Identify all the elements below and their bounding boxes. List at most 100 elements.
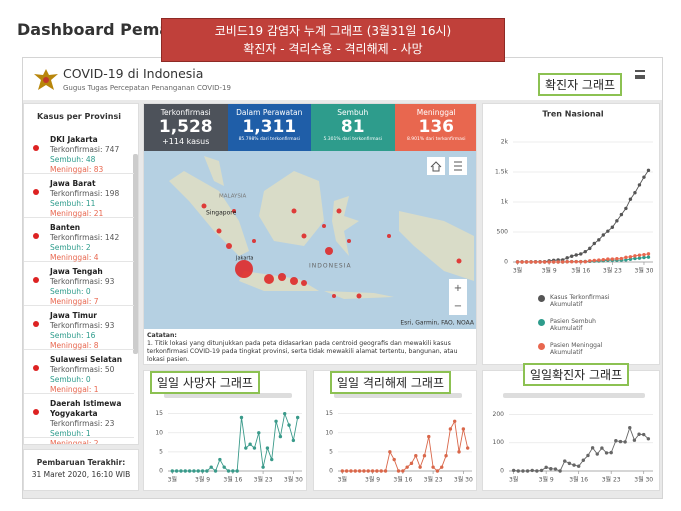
data-point — [606, 229, 610, 233]
legend-swatch — [538, 343, 545, 350]
stat-label: Sembuh — [337, 108, 369, 117]
data-point — [558, 469, 562, 473]
data-point — [628, 257, 633, 261]
province-recovered: Sembuh: 48 — [50, 155, 96, 164]
province-item: Jawa Barat Terkonfirmasi: 198 Sembuh: 11 Me… — [24, 175, 134, 218]
data-point — [632, 438, 637, 442]
province-deaths: Meninggal: 4 — [50, 253, 99, 262]
x-tick-label: 3월 — [513, 267, 522, 275]
stat-box: Dalam Perawatan 1,311 85.798% dari terkonf… — [227, 104, 311, 151]
data-point — [590, 446, 595, 450]
series-line — [513, 426, 649, 472]
range-slider — [334, 393, 462, 398]
stats-row: Terkonfirmasi 1,528 +114 kasus Dalam Perawa… — [144, 104, 476, 151]
stat-box: Terkonfirmasi 1,528 +114 kasus — [144, 104, 228, 151]
data-point — [431, 465, 435, 469]
app-subtitle: Gugus Tugas Percepatan Penanganan COVID-… — [63, 84, 231, 92]
data-point — [565, 260, 569, 264]
y-tick-label: 500 — [497, 229, 509, 236]
annotation: 일일확진자 그래프 — [523, 363, 630, 386]
data-point — [615, 219, 619, 223]
data-point — [563, 459, 567, 463]
x-tick-label: 3월 30 — [635, 267, 654, 275]
stat-note: 8.901% dari terkonfirmasi — [406, 137, 466, 142]
y-tick-label: 15 — [325, 410, 333, 417]
x-tick-label: 3월 — [509, 476, 518, 484]
data-point — [615, 257, 619, 261]
province-confirmed: Terkonfirmasi: 93 — [50, 277, 115, 286]
data-point — [556, 260, 560, 264]
province-dot — [33, 145, 39, 151]
trend-chart: Tren Nasional 0 500 1k 1.5k 2k 3월 3월 9 3월 16 3월 2… — [495, 110, 654, 275]
x-tick-label: 3월 23 — [603, 267, 622, 275]
province-name: DKI Jakarta — [50, 135, 98, 144]
data-point — [597, 238, 601, 242]
x-tick-label: 3월 30 — [634, 476, 653, 484]
data-point — [209, 465, 213, 469]
map[interactable]: MALAYSIA Singapore INDONESIA Jakarta +− … — [144, 151, 477, 329]
data-point — [525, 469, 530, 473]
province-dot — [33, 321, 39, 327]
home-button[interactable] — [427, 157, 445, 175]
annotation: 확진자 그래프 — [538, 73, 623, 96]
data-point — [265, 446, 270, 450]
legend-label: Pasien Meninggal Akumulatif — [550, 342, 603, 356]
x-tick-label: 3월 9 — [365, 476, 380, 484]
data-point — [623, 440, 627, 444]
data-point — [619, 256, 624, 261]
x-tick-label: 3월 16 — [393, 476, 412, 484]
svg-text:+: + — [454, 283, 462, 294]
data-point — [601, 258, 606, 262]
data-point — [183, 469, 187, 473]
data-point — [457, 450, 461, 454]
x-tick-label: 3월 9 — [542, 267, 557, 275]
province-confirmed: Terkonfirmasi: 198 — [50, 189, 120, 198]
data-point — [235, 469, 239, 473]
y-tick-label: 1.5k — [495, 169, 509, 176]
svg-text:−: − — [454, 301, 462, 312]
scrollbar[interactable] — [133, 154, 138, 354]
data-point — [344, 469, 349, 473]
data-point — [453, 419, 457, 423]
province-item: Jawa Timur Terkonfirmasi: 93 Sembuh: 16 Men… — [24, 307, 134, 350]
data-point — [435, 469, 440, 473]
data-point — [418, 465, 422, 469]
province-name: Jawa Barat — [50, 179, 96, 188]
data-point — [539, 468, 544, 473]
y-tick-label: 10 — [325, 429, 333, 436]
data-point — [274, 419, 278, 423]
data-point — [588, 259, 592, 263]
daily-recovered-chart: 0 5 10 15 3월 3월 9 3월 16 3월 23 3월 30 — [325, 393, 473, 484]
stat-label: Meninggal — [416, 108, 456, 117]
data-point — [628, 255, 633, 259]
data-point — [637, 253, 642, 257]
data-point — [570, 260, 574, 264]
data-point — [642, 252, 646, 257]
data-point — [252, 446, 257, 450]
data-point — [606, 257, 610, 261]
data-point — [231, 469, 235, 473]
province-recovered: Sembuh: 0 — [50, 375, 91, 384]
province-name: Jawa Tengah — [50, 267, 103, 276]
menu-icon[interactable] — [635, 70, 645, 79]
data-point — [560, 260, 565, 264]
data-point — [170, 469, 175, 473]
data-point — [574, 253, 578, 257]
province-item: Sulawesi Selatan Terkonfirmasi: 50 Sembuh:… — [24, 351, 134, 394]
data-point — [515, 260, 520, 264]
stat-value: 1,311 — [242, 117, 297, 137]
y-tick-label: 0 — [500, 468, 504, 475]
data-point — [291, 438, 296, 443]
data-point — [422, 454, 427, 458]
data-point — [257, 431, 261, 435]
stat-note: 85.798% dari terkonfirmasi — [238, 137, 300, 142]
province-name: Sulawesi Selatan — [50, 355, 123, 364]
annotation-line: 확진자 - 격리수용 - 격리해제 - 사망 — [243, 42, 423, 56]
zoom-buttons[interactable] — [449, 279, 467, 315]
map-label: MALAYSIA — [219, 194, 247, 200]
data-point — [239, 415, 244, 420]
data-point — [226, 469, 231, 473]
province-item: Daerah Istimewa Yogyakarta Terkonfirmasi:… — [24, 395, 134, 444]
data-point — [174, 469, 179, 473]
